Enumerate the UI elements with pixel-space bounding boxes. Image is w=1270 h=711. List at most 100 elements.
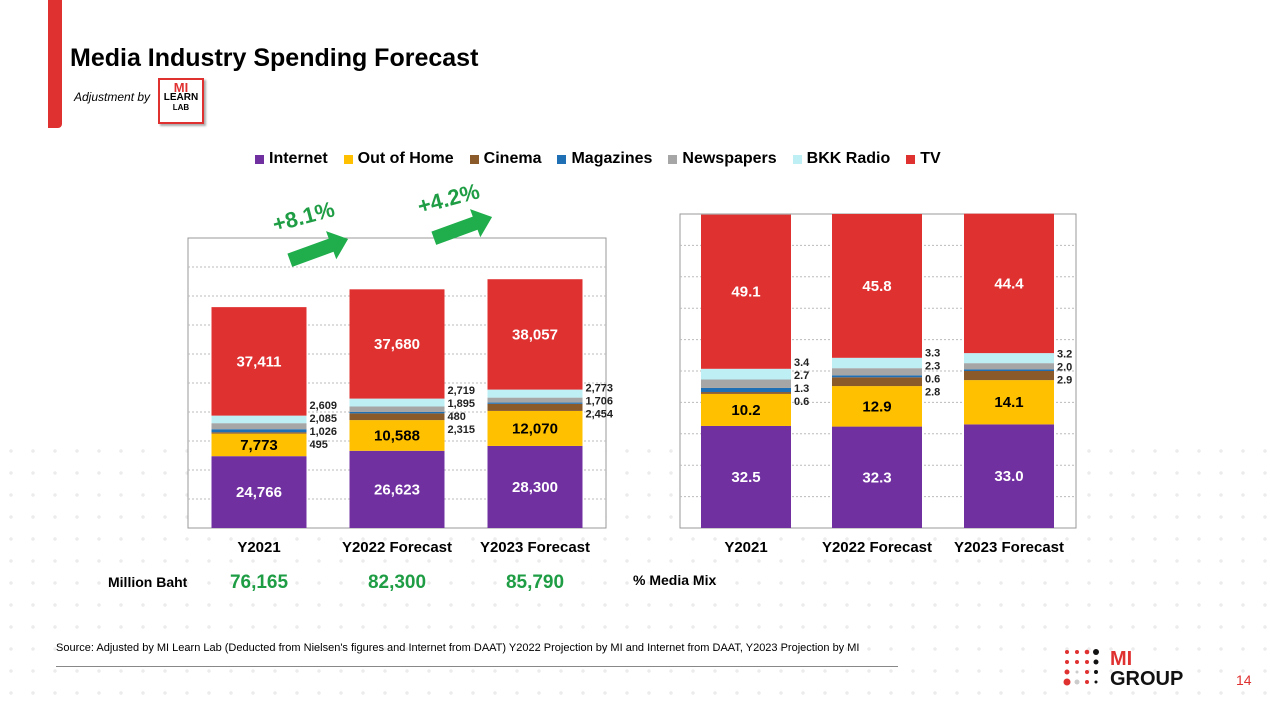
data-label: 2.8 — [925, 386, 940, 398]
bar-segment-tv — [701, 214, 791, 369]
data-label: 2,609 — [310, 400, 338, 412]
legend-label: Internet — [269, 150, 328, 167]
page-title: Media Industry Spending Forecast — [70, 44, 479, 72]
legend-label: TV — [920, 150, 941, 167]
bar-segment-cinema — [487, 403, 583, 411]
data-label: 33.0 — [994, 468, 1023, 485]
x-tick-label: Y2021 — [724, 539, 767, 556]
x-tick-label: Y2022 Forecast — [822, 539, 932, 556]
legend-item: Internet — [255, 150, 328, 168]
total-value: 76,165 — [230, 572, 289, 593]
legend-item: Out of Home — [343, 150, 454, 168]
bar-segment-magazines — [211, 429, 307, 433]
data-label: 480 — [448, 411, 466, 423]
bar-segment-cinema — [964, 371, 1054, 381]
data-label: 2,719 — [448, 385, 476, 397]
data-label: 2.0 — [1057, 362, 1072, 374]
legend-swatch — [557, 154, 567, 164]
bar-segment-out-of-home — [701, 393, 791, 426]
logo-text: LEARN — [163, 92, 199, 103]
bar-segment-bkk-radio — [964, 353, 1054, 364]
data-label: 10,588 — [374, 427, 420, 444]
source-note: Source: Adjusted by MI Learn Lab (Deduct… — [56, 642, 860, 654]
bar-segment-internet — [487, 445, 583, 528]
bar-segment-newspapers — [832, 368, 922, 376]
data-label: 10.2 — [731, 402, 760, 419]
bar-segment-out-of-home — [832, 386, 922, 427]
bar-segment-bkk-radio — [487, 389, 583, 398]
bar-segment-bkk-radio — [211, 415, 307, 424]
logo-text: MI — [1110, 648, 1132, 670]
data-label: 45.8 — [862, 278, 891, 295]
legend-label: Newspapers — [682, 150, 777, 167]
x-tick-label: Y2021 — [237, 539, 280, 556]
data-label: 32.3 — [862, 469, 891, 486]
legend: Internet Out of Home Cinema Magazines Newspa… — [255, 150, 941, 168]
bar-segment-out-of-home — [487, 410, 583, 446]
growth-label: +8.1% — [270, 196, 337, 236]
x-tick-label: Y2023 Forecast — [954, 539, 1064, 556]
legend-item: TV — [906, 150, 941, 168]
legend-label: Magazines — [571, 150, 653, 167]
data-label: 7,773 — [240, 437, 278, 454]
bar-segment-magazines — [964, 369, 1054, 371]
data-label: 14.1 — [994, 394, 1023, 411]
legend-item: Magazines — [557, 150, 652, 168]
data-label: 28,300 — [512, 479, 558, 496]
bar-segment-out-of-home — [211, 433, 307, 457]
growth-arrow-icon — [287, 231, 349, 267]
legend-swatch — [668, 154, 678, 164]
legend-item: Newspapers — [668, 150, 777, 168]
mi-group-logo: MI GROUP — [1063, 648, 1183, 689]
bar-segment-cinema — [211, 432, 307, 434]
data-label: 495 — [310, 439, 328, 451]
data-label: 1,026 — [310, 426, 338, 438]
data-label: 26,623 — [374, 481, 420, 498]
growth-arrow-icon — [431, 209, 493, 245]
data-label: 44.4 — [994, 275, 1024, 292]
legend-swatch — [469, 154, 479, 164]
data-label: 2.7 — [794, 370, 809, 382]
legend-label: Cinema — [483, 150, 542, 167]
logo-text: LAB — [172, 103, 190, 112]
data-label: 3.3 — [925, 347, 940, 359]
legend-swatch — [255, 154, 264, 164]
data-label: 1,895 — [448, 398, 476, 410]
bar-segment-magazines — [832, 375, 922, 378]
total-value: 82,300 — [368, 572, 426, 593]
data-label: 3.4 — [794, 357, 810, 369]
bar-segment-newspapers — [349, 406, 445, 412]
bar-segment-internet — [701, 425, 791, 528]
adjustment-label: Adjustment by — [74, 90, 151, 104]
data-label: 32.5 — [731, 469, 760, 486]
x-tick-label: Y2023 Forecast — [480, 539, 590, 556]
data-label: 37,411 — [236, 353, 281, 370]
mix-label: % Media Mix — [633, 572, 716, 588]
bar-segment-out-of-home — [349, 420, 445, 451]
bar-segment-bkk-radio — [349, 398, 445, 407]
bar-segment-bkk-radio — [832, 357, 922, 369]
data-label: 0.6 — [794, 396, 809, 408]
data-label: 2,454 — [586, 408, 614, 420]
bar-segment-tv — [211, 307, 307, 416]
bar-segment-cinema — [832, 377, 922, 387]
bar-segment-tv — [832, 214, 922, 358]
bar-segment-magazines — [701, 387, 791, 393]
bar-segment-tv — [964, 213, 1054, 354]
accent-bar — [48, 0, 62, 128]
data-label: 37,680 — [374, 336, 420, 353]
data-label: 12,070 — [512, 420, 558, 437]
data-label: 1.3 — [794, 383, 809, 395]
bar-segment-magazines — [487, 402, 583, 404]
data-label: 38,057 — [512, 326, 558, 343]
logo-text: GROUP — [1110, 668, 1183, 689]
bar-segment-newspapers — [964, 363, 1054, 370]
x-tick-label: Y2022 Forecast — [342, 539, 452, 556]
data-label: 49.1 — [731, 284, 760, 301]
legend-swatch — [792, 154, 802, 164]
legend-label: Out of Home — [357, 150, 454, 167]
bar-segment-bkk-radio — [701, 368, 791, 380]
bar-segment-newspapers — [487, 397, 583, 403]
